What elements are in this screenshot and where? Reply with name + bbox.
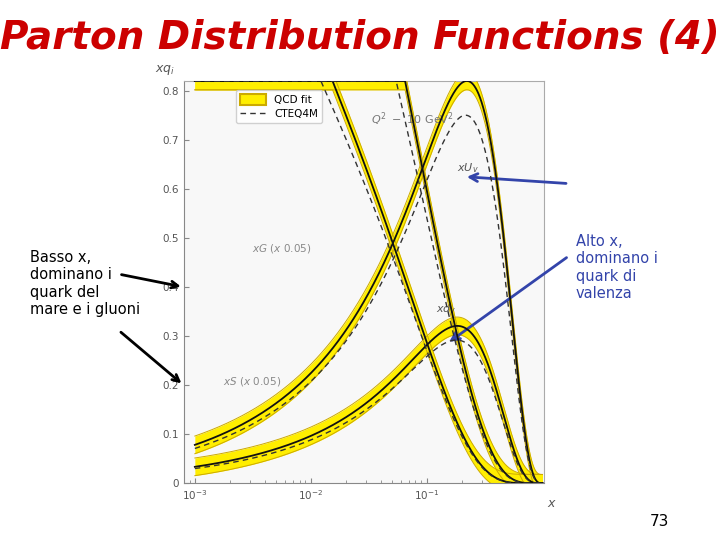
Text: Parton Distribution Functions (4): Parton Distribution Functions (4) [0,19,720,57]
Text: $xS\ (x\ 0.05)$: $xS\ (x\ 0.05)$ [223,375,282,388]
Text: $xU_v$: $xU_v$ [457,161,479,176]
Text: 73: 73 [650,514,670,529]
Text: $xG\ (x\ 0.05)$: $xG\ (x\ 0.05)$ [252,242,312,255]
Text: $xd_v$: $xd_v$ [436,302,456,316]
Text: $xq_i$: $xq_i$ [155,63,175,77]
Text: $Q^2\ -\ 10\ \mathrm{GeV}^2$: $Q^2\ -\ 10\ \mathrm{GeV}^2$ [371,110,454,127]
Text: Alto x,
dominano i
quark di
valenza: Alto x, dominano i quark di valenza [576,234,658,301]
Text: $x$: $x$ [547,497,557,510]
Text: Basso x,
dominano i
quark del
mare e i gluoni: Basso x, dominano i quark del mare e i g… [30,250,140,317]
Legend: QCD fit, CTEQ4M: QCD fit, CTEQ4M [235,90,322,124]
